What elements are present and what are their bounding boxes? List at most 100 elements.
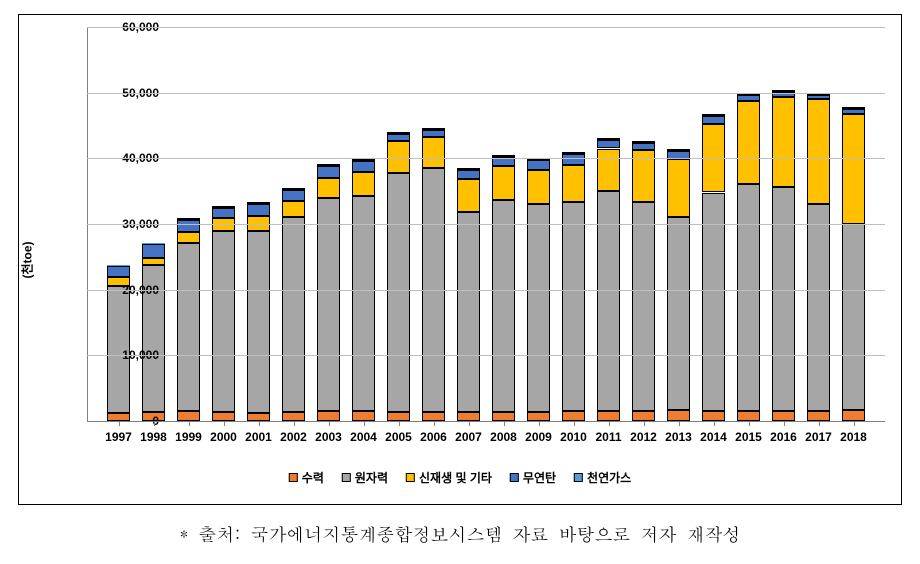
legend-item: 무연탄 [510,469,556,486]
xtick-mark [154,421,155,426]
xtick-mark [434,421,435,426]
xtick-label: 1997 [105,430,132,444]
bar-segment [387,132,410,134]
xtick-label: 2004 [350,430,377,444]
xtick-mark [119,421,120,426]
gridline [87,158,885,159]
bar-segment [317,198,340,411]
gridline [87,355,885,356]
legend-label: 천연가스 [587,469,631,486]
xtick-mark [399,421,400,426]
bar-segment [352,196,375,411]
xtick-mark [819,421,820,426]
footnote-source: * 출처: 국가에너지통계종합정보시스템 자료 바탕으로 저자 재작성 [0,522,920,547]
chart-frame: (천toe) 010,00020,00030,00040,00050,00060… [18,14,902,505]
xtick-label: 2000 [210,430,237,444]
bar-segment [597,149,620,191]
xtick-label: 2013 [665,430,692,444]
legend-swatch [510,473,519,482]
xtick-label: 2011 [595,430,621,444]
xtick-label: 2003 [315,430,342,444]
bar-segment [632,411,655,422]
bar-segment [177,218,200,220]
legend-label: 신재생 및 기타 [419,469,492,486]
xtick-label: 2005 [385,430,412,444]
bar-segment [562,202,585,411]
bar-segment [737,95,760,100]
bar-segment [807,99,830,203]
xtick-mark [609,421,610,426]
bar-segment [317,178,340,198]
bar-segment [597,411,620,422]
bar-segment [807,411,830,422]
bar-segment [282,188,305,190]
bar-segment [702,116,725,124]
bar-segment [597,140,620,149]
bar-segment [422,130,445,137]
bar-segment [352,161,375,172]
gridline [87,27,885,28]
bar-segment [562,165,585,202]
legend-item: 신재생 및 기타 [406,469,492,486]
xtick-mark [644,421,645,426]
bar-segment [772,97,795,187]
baseline [87,421,885,422]
bar-segment [737,411,760,421]
xtick-mark [224,421,225,426]
xtick-label: 2018 [840,430,867,444]
xtick-label: 2015 [735,430,762,444]
bar-segment [702,411,725,422]
bar-segment [632,202,655,411]
xtick-label: 2012 [630,430,657,444]
bar-segment [142,244,165,258]
xtick-mark [504,421,505,426]
bar-segment [737,101,760,184]
bar-segment [807,204,830,411]
bar-segment [352,411,375,421]
bar-segment [737,184,760,411]
bar-segment [422,137,445,168]
xtick-label: 2007 [455,430,482,444]
bar-segment [772,411,795,422]
bar-segment [632,143,655,150]
xtick-label: 2009 [525,430,552,444]
xtick-label: 2017 [805,430,832,444]
bar-segment [527,204,550,412]
bar-segment [702,114,725,116]
legend-label: 수력 [302,469,324,486]
bar-segment [317,164,340,166]
bar-segment [632,141,655,143]
bar-segment [282,201,305,217]
y-axis-title: (천toe) [19,241,36,278]
xtick-mark [539,421,540,426]
bar-segment [177,243,200,411]
bar-segment [457,168,480,170]
legend-swatch [289,473,298,482]
xtick-mark [784,421,785,426]
legend-item: 원자력 [342,469,388,486]
xtick-label: 2002 [280,430,307,444]
bar-segment [562,152,585,154]
bar-segment [597,138,620,140]
bar-segment [562,154,585,165]
bar-segment [212,412,235,421]
bar-segment [842,109,865,114]
bar-segment [212,231,235,412]
bar-segment [492,166,515,200]
bar-segment [842,224,865,410]
gridline [87,224,885,225]
xtick-label: 2001 [245,430,272,444]
bar-segment [842,114,865,224]
bar-segment [667,217,690,409]
bar-segment [282,190,305,201]
bar-segment [387,134,410,141]
bar-segment [282,412,305,421]
bar-segment [422,128,445,130]
bar-segment [457,212,480,413]
bar-segment [457,170,480,180]
xtick-label: 2016 [770,430,797,444]
bar-segment [387,412,410,421]
bar-segment [142,243,165,244]
bar-segment [492,200,515,411]
xtick-mark [854,421,855,426]
